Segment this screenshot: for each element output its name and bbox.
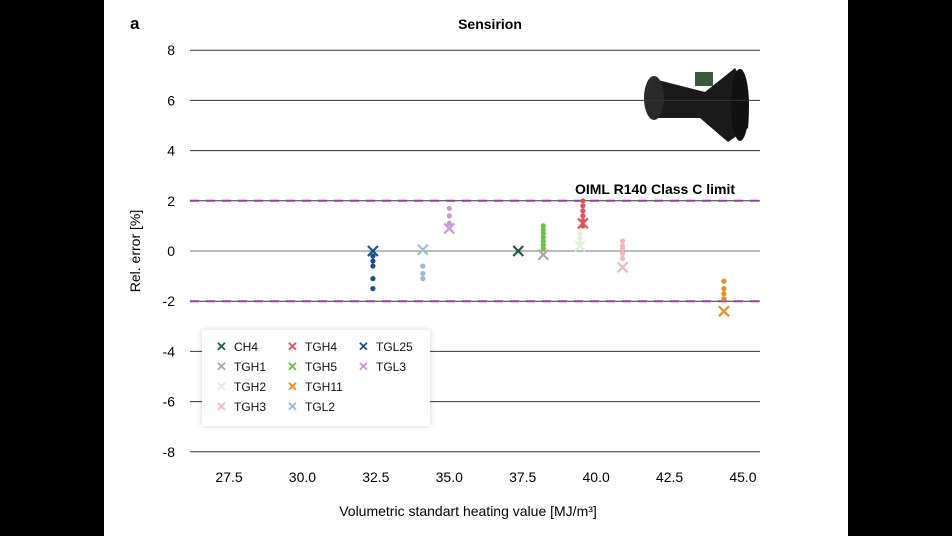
legend-item-tgh1: ✕ TGH1 [216, 359, 266, 375]
legend: ✕ CH4 ✕ TGH1 ✕ TGH2 ✕ TGH3 ✕ TGH4 ✕ TGH5 ✕ TGH11 ✕ TGL2… [202, 330, 430, 426]
data-point-tgh5 [540, 223, 546, 229]
legend-item-tgl25: ✕ TGL25 [358, 339, 413, 355]
cross-marker-tgh2 [574, 240, 586, 252]
panel-label: a [130, 14, 140, 33]
y-tick-label: -8 [163, 444, 176, 460]
data-point-tgl3 [446, 213, 452, 219]
cross-marker-tgh1 [537, 248, 550, 261]
legend-label: TGL25 [376, 340, 413, 354]
data-point-tgh4 [580, 208, 586, 214]
data-point-tgl25 [370, 258, 376, 264]
legend-label: TGH4 [305, 340, 338, 354]
y-tick-label: -2 [163, 293, 176, 309]
data-point-tgh11 [721, 278, 727, 284]
x-tick-label: 42.5 [656, 469, 683, 485]
cross-marker-tgh3 [616, 261, 629, 274]
data-point-tgh2 [577, 230, 583, 237]
y-tick-label: 0 [167, 243, 175, 259]
data-point-tgl25 [370, 253, 376, 259]
cross-icon: ✕ [287, 359, 298, 374]
data-point-tgh5 [540, 242, 546, 248]
data-point-tgh3 [619, 238, 626, 244]
cross-icon: ✕ [287, 399, 298, 414]
legend-item-tgl2: ✕ TGL2 [287, 399, 335, 415]
data-point-tgl2 [420, 263, 426, 269]
legend-item-tgh4: ✕ TGH4 [287, 339, 337, 355]
data-point-tgh5 [540, 227, 546, 233]
legend-label: TGH1 [234, 360, 267, 374]
cross-marker-tgl25 [367, 245, 379, 257]
cross-marker-ch4 [512, 245, 525, 257]
x-tick-label: 37.5 [509, 469, 536, 485]
cross-icon: ✕ [287, 339, 298, 354]
data-point-tgh2 [577, 235, 583, 242]
y-tick-label: 6 [167, 92, 175, 108]
data-point-tgl2 [420, 270, 426, 277]
data-point-tgh5 [540, 234, 546, 240]
data-point-tgh11 [721, 291, 727, 297]
sensor-photo [644, 68, 749, 142]
limit-label: OIML R140 Class C limit [575, 181, 735, 197]
data-point-tgh5 [540, 238, 546, 244]
legend-item-tgh2: ✕ TGH2 [216, 379, 266, 395]
data-point-tgh3 [619, 243, 626, 249]
legend-label: TGL3 [376, 360, 407, 374]
y-tick-label: 8 [167, 42, 175, 58]
legend-label: TGH2 [234, 380, 267, 394]
y-tick-label: -6 [163, 394, 176, 410]
legend-item-tgh11: ✕ TGH11 [287, 379, 343, 395]
x-tick-label: 27.5 [215, 469, 242, 485]
x-tick-label: 45.0 [729, 469, 756, 485]
data-point-tgl25 [370, 276, 376, 282]
y-axis-label: Rel. error [%] [127, 210, 143, 292]
data-point-tgh5 [540, 230, 546, 237]
legend-label: TGH3 [234, 400, 267, 414]
cross-icon: ✕ [216, 359, 227, 374]
data-point-tgh11 [721, 286, 727, 292]
x-tick-label: 40.0 [583, 469, 610, 485]
data-point-tgl3 [446, 205, 452, 211]
cross-marker-tgl3 [443, 222, 456, 235]
legend-label: TGH5 [305, 360, 338, 374]
legend-label: TGL2 [305, 400, 336, 414]
legend-item-ch4: ✕ CH4 [216, 339, 258, 355]
data-point-tgh3 [619, 255, 626, 262]
x-axis-label: Volumetric standart heating value [MJ/m³… [339, 503, 597, 519]
data-point-tgh5 [540, 245, 546, 252]
data-point-tgh3 [619, 250, 626, 257]
legend-item-tgh3: ✕ TGH3 [216, 399, 266, 415]
legend-item-tgl3: ✕ TGL3 [358, 359, 406, 375]
cross-icon: ✕ [216, 379, 227, 394]
data-point-tgh11 [721, 296, 727, 302]
data-point-tgl25 [370, 286, 376, 292]
x-tick-label: 35.0 [436, 469, 463, 485]
legend-label: TGH11 [305, 380, 343, 394]
x-tick-label: 32.5 [362, 469, 389, 485]
legend-item-tgh5: ✕ TGH5 [287, 359, 337, 375]
data-point-tgh4 [580, 203, 586, 209]
data-point-tgh4 [580, 198, 586, 204]
y-tick-label: 4 [167, 143, 175, 159]
legend-label: CH4 [234, 340, 259, 354]
x-tick-label: 30.0 [289, 469, 316, 485]
cross-icon: ✕ [358, 359, 369, 374]
cross-icon: ✕ [216, 399, 227, 414]
y-tick-label: -4 [163, 343, 176, 359]
cross-marker-tgh4 [577, 217, 589, 230]
cross-icon: ✕ [216, 339, 227, 354]
data-point-tgl25 [370, 263, 376, 269]
y-tick-label: 2 [167, 193, 175, 209]
cross-icon: ✕ [287, 379, 298, 394]
cross-icon: ✕ [358, 339, 369, 354]
cross-marker-tgh11 [718, 305, 730, 318]
cross-marker-tgl2 [417, 243, 429, 256]
data-point-tgl2 [420, 276, 426, 282]
data-point-tgl3 [446, 220, 452, 226]
data-point-tgh4 [580, 213, 586, 219]
chart-title: Sensirion [458, 16, 522, 32]
